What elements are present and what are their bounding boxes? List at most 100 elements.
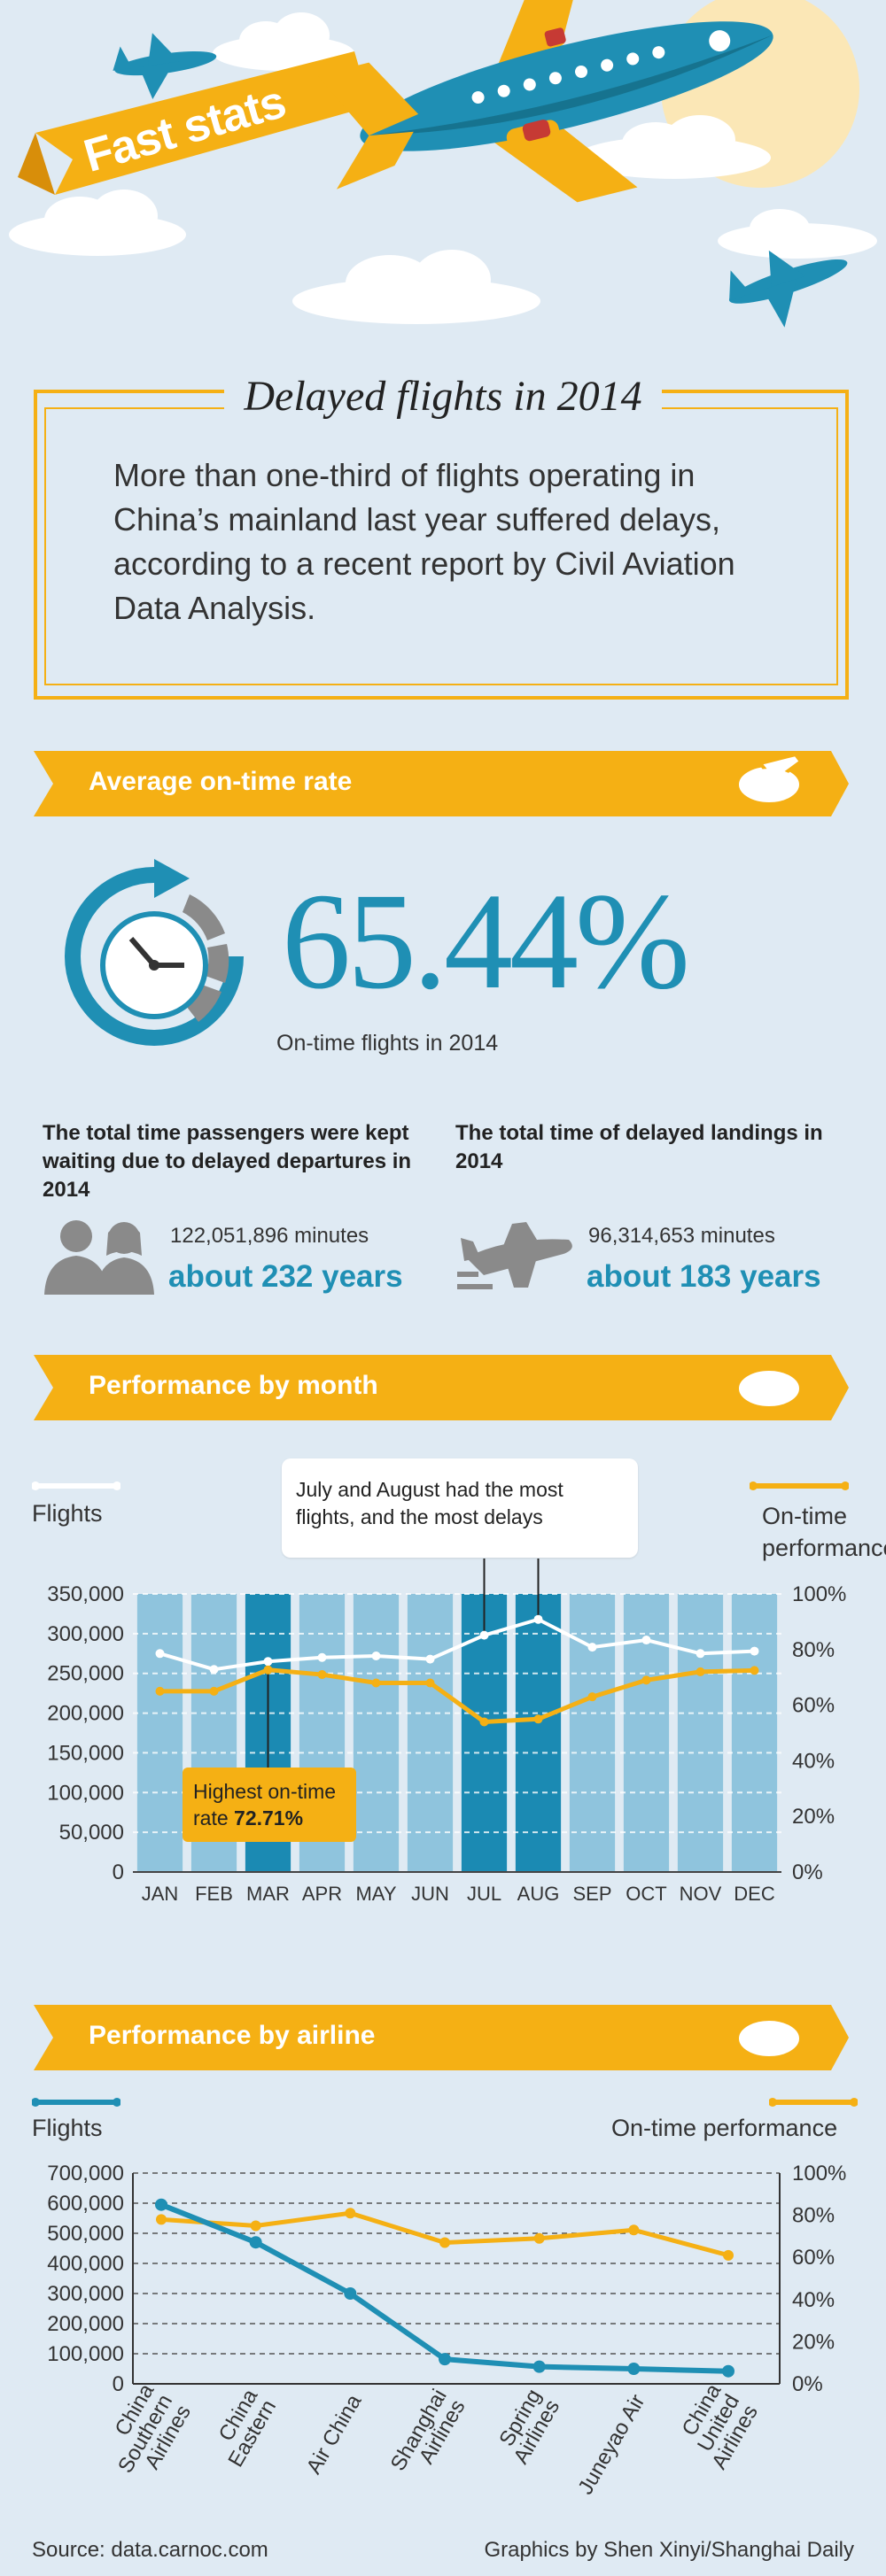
airplane-icon (113, 33, 217, 99)
y-right-tick-label: 100% (792, 1582, 846, 1606)
month-callout: July and August had the most flights, an… (282, 1458, 638, 1558)
flights-point (317, 1652, 327, 1662)
y-left-tick-label: 200,000 (47, 2312, 124, 2336)
intro-body: More than one-third of flights operating… (113, 457, 735, 626)
y-left-tick-label: 200,000 (47, 1702, 124, 1726)
x-tick-label-group: Air China (302, 2390, 367, 2479)
y-right-tick-label: 60% (792, 1694, 835, 1718)
ontime-point (209, 1686, 219, 1696)
ontime-point (723, 2249, 734, 2261)
x-tick-label: NOV (680, 1883, 722, 1905)
y-left-tick-label: 700,000 (47, 2162, 124, 2185)
highest-callout: Highest on-time rate 72.71% (183, 1768, 356, 1842)
footer-source: Source: data.carnoc.com (32, 2538, 268, 2562)
cloud-icon (292, 250, 540, 324)
flights-point (155, 1649, 165, 1659)
x-tick-label: MAR (246, 1883, 290, 1905)
legend-ontime-swatch (750, 1481, 849, 1490)
landings-years: about 183 years (587, 1259, 821, 1294)
ontime-line (159, 1667, 755, 1724)
x-tick-label: DEC (734, 1883, 775, 1905)
airline-chart: 0 100,000 200,000 300,000 400,000 500,000 600,… (47, 2162, 846, 2499)
month-bar-dec (731, 1594, 778, 1872)
banner-ribbon (35, 51, 370, 195)
ontime-point (250, 2220, 261, 2232)
ontime-point (479, 1717, 489, 1727)
month-bar-nov (677, 1594, 724, 1872)
y-right-tick-label: 100% (792, 2162, 846, 2185)
y-left-tick-label: 0 (113, 1860, 124, 1884)
month-bar-may (353, 1594, 400, 1872)
y-left-tick-label: 250,000 (47, 1662, 124, 1686)
ontime-point (533, 1714, 543, 1724)
flights-point (155, 2198, 167, 2211)
passengers-icon (44, 1220, 154, 1295)
ontime-point (750, 1666, 759, 1675)
ontime-point (641, 1675, 651, 1685)
y-right-tick-label: 0% (792, 1860, 823, 1884)
legend-flights-swatch (32, 1481, 120, 1490)
waiting-heading: The total time passengers were kept wait… (43, 1121, 412, 1202)
ontime-point (263, 1665, 273, 1675)
plane-outline-icon (735, 753, 803, 806)
y-left-tick-label: 350,000 (47, 1582, 124, 1606)
intro-title: Delayed flights in 2014 (224, 373, 662, 420)
flights-point (587, 1643, 597, 1652)
flights-point (532, 2360, 546, 2373)
ontime-point (156, 2214, 167, 2225)
month-bar-sep (569, 1594, 616, 1872)
ontime-point (317, 1670, 327, 1680)
flights-point (263, 1657, 273, 1667)
x-tick-label: OCT (626, 1883, 666, 1905)
airline-legend-flights: Flights (32, 2115, 103, 2141)
x-tick-label: Air China (302, 2390, 367, 2479)
y-left-tick-label: 400,000 (47, 2252, 124, 2276)
cloud-icon (9, 190, 186, 256)
x-tick-label: SEP (572, 1883, 611, 1905)
ontime-rate-value: 65.44% (282, 864, 690, 1017)
flights-point (371, 1651, 381, 1660)
flights-point (425, 1654, 435, 1664)
section-ribbon-ontime: Average on-time rate (34, 751, 849, 816)
ontime-point (425, 1678, 435, 1688)
airline-legend-ontime: On-time performance (611, 2115, 838, 2141)
y-left-tick-label: 0 (113, 2372, 124, 2396)
x-tick-label: MAY (355, 1883, 396, 1905)
y-right-tick-label: 40% (792, 2288, 835, 2312)
flights-point (344, 2287, 357, 2300)
waiting-minutes: 122,051,896 minutes (170, 1224, 369, 1248)
cloud-icon (576, 115, 771, 179)
y-left-tick-label: 600,000 (47, 2192, 124, 2216)
landing-plane-icon (457, 1222, 572, 1289)
section-label-airline: Performance by airline (89, 2021, 376, 2050)
flights-point (641, 1636, 651, 1645)
flights-point (627, 2363, 641, 2375)
flights-point (439, 2353, 451, 2366)
y-left-tick-label: 100,000 (47, 1781, 124, 1805)
y-left-tick-label: 50,000 (59, 1821, 124, 1845)
flights-line (159, 2201, 729, 2374)
ontime-point (439, 2237, 450, 2248)
legend-flights-swatch (32, 2098, 120, 2107)
ontime-point (371, 1678, 381, 1688)
x-tick-label: AUG (517, 1883, 560, 1905)
flights-point (696, 1649, 705, 1659)
highest-callout-label: Highest on-time rate (193, 1780, 337, 1830)
ontime-rate-caption: On-time flights in 2014 (276, 1031, 499, 1056)
x-tick-label-group: Juneyao Air (573, 2391, 649, 2499)
x-tick-label: JAN (142, 1883, 179, 1905)
month-legend-flights: Flights (32, 1500, 103, 1527)
ontime-point (587, 1692, 597, 1702)
footer-credit: Graphics by Shen Xinyi/Shanghai Daily (484, 2538, 854, 2562)
landings-minutes: 96,314,653 minutes (588, 1224, 775, 1248)
y-right-tick-label: 80% (792, 1638, 835, 1662)
flights-point (209, 1665, 219, 1675)
ontime-point (696, 1667, 705, 1676)
legend-ontime-swatch (769, 2098, 858, 2107)
y-right-tick-label: 20% (792, 1805, 835, 1829)
